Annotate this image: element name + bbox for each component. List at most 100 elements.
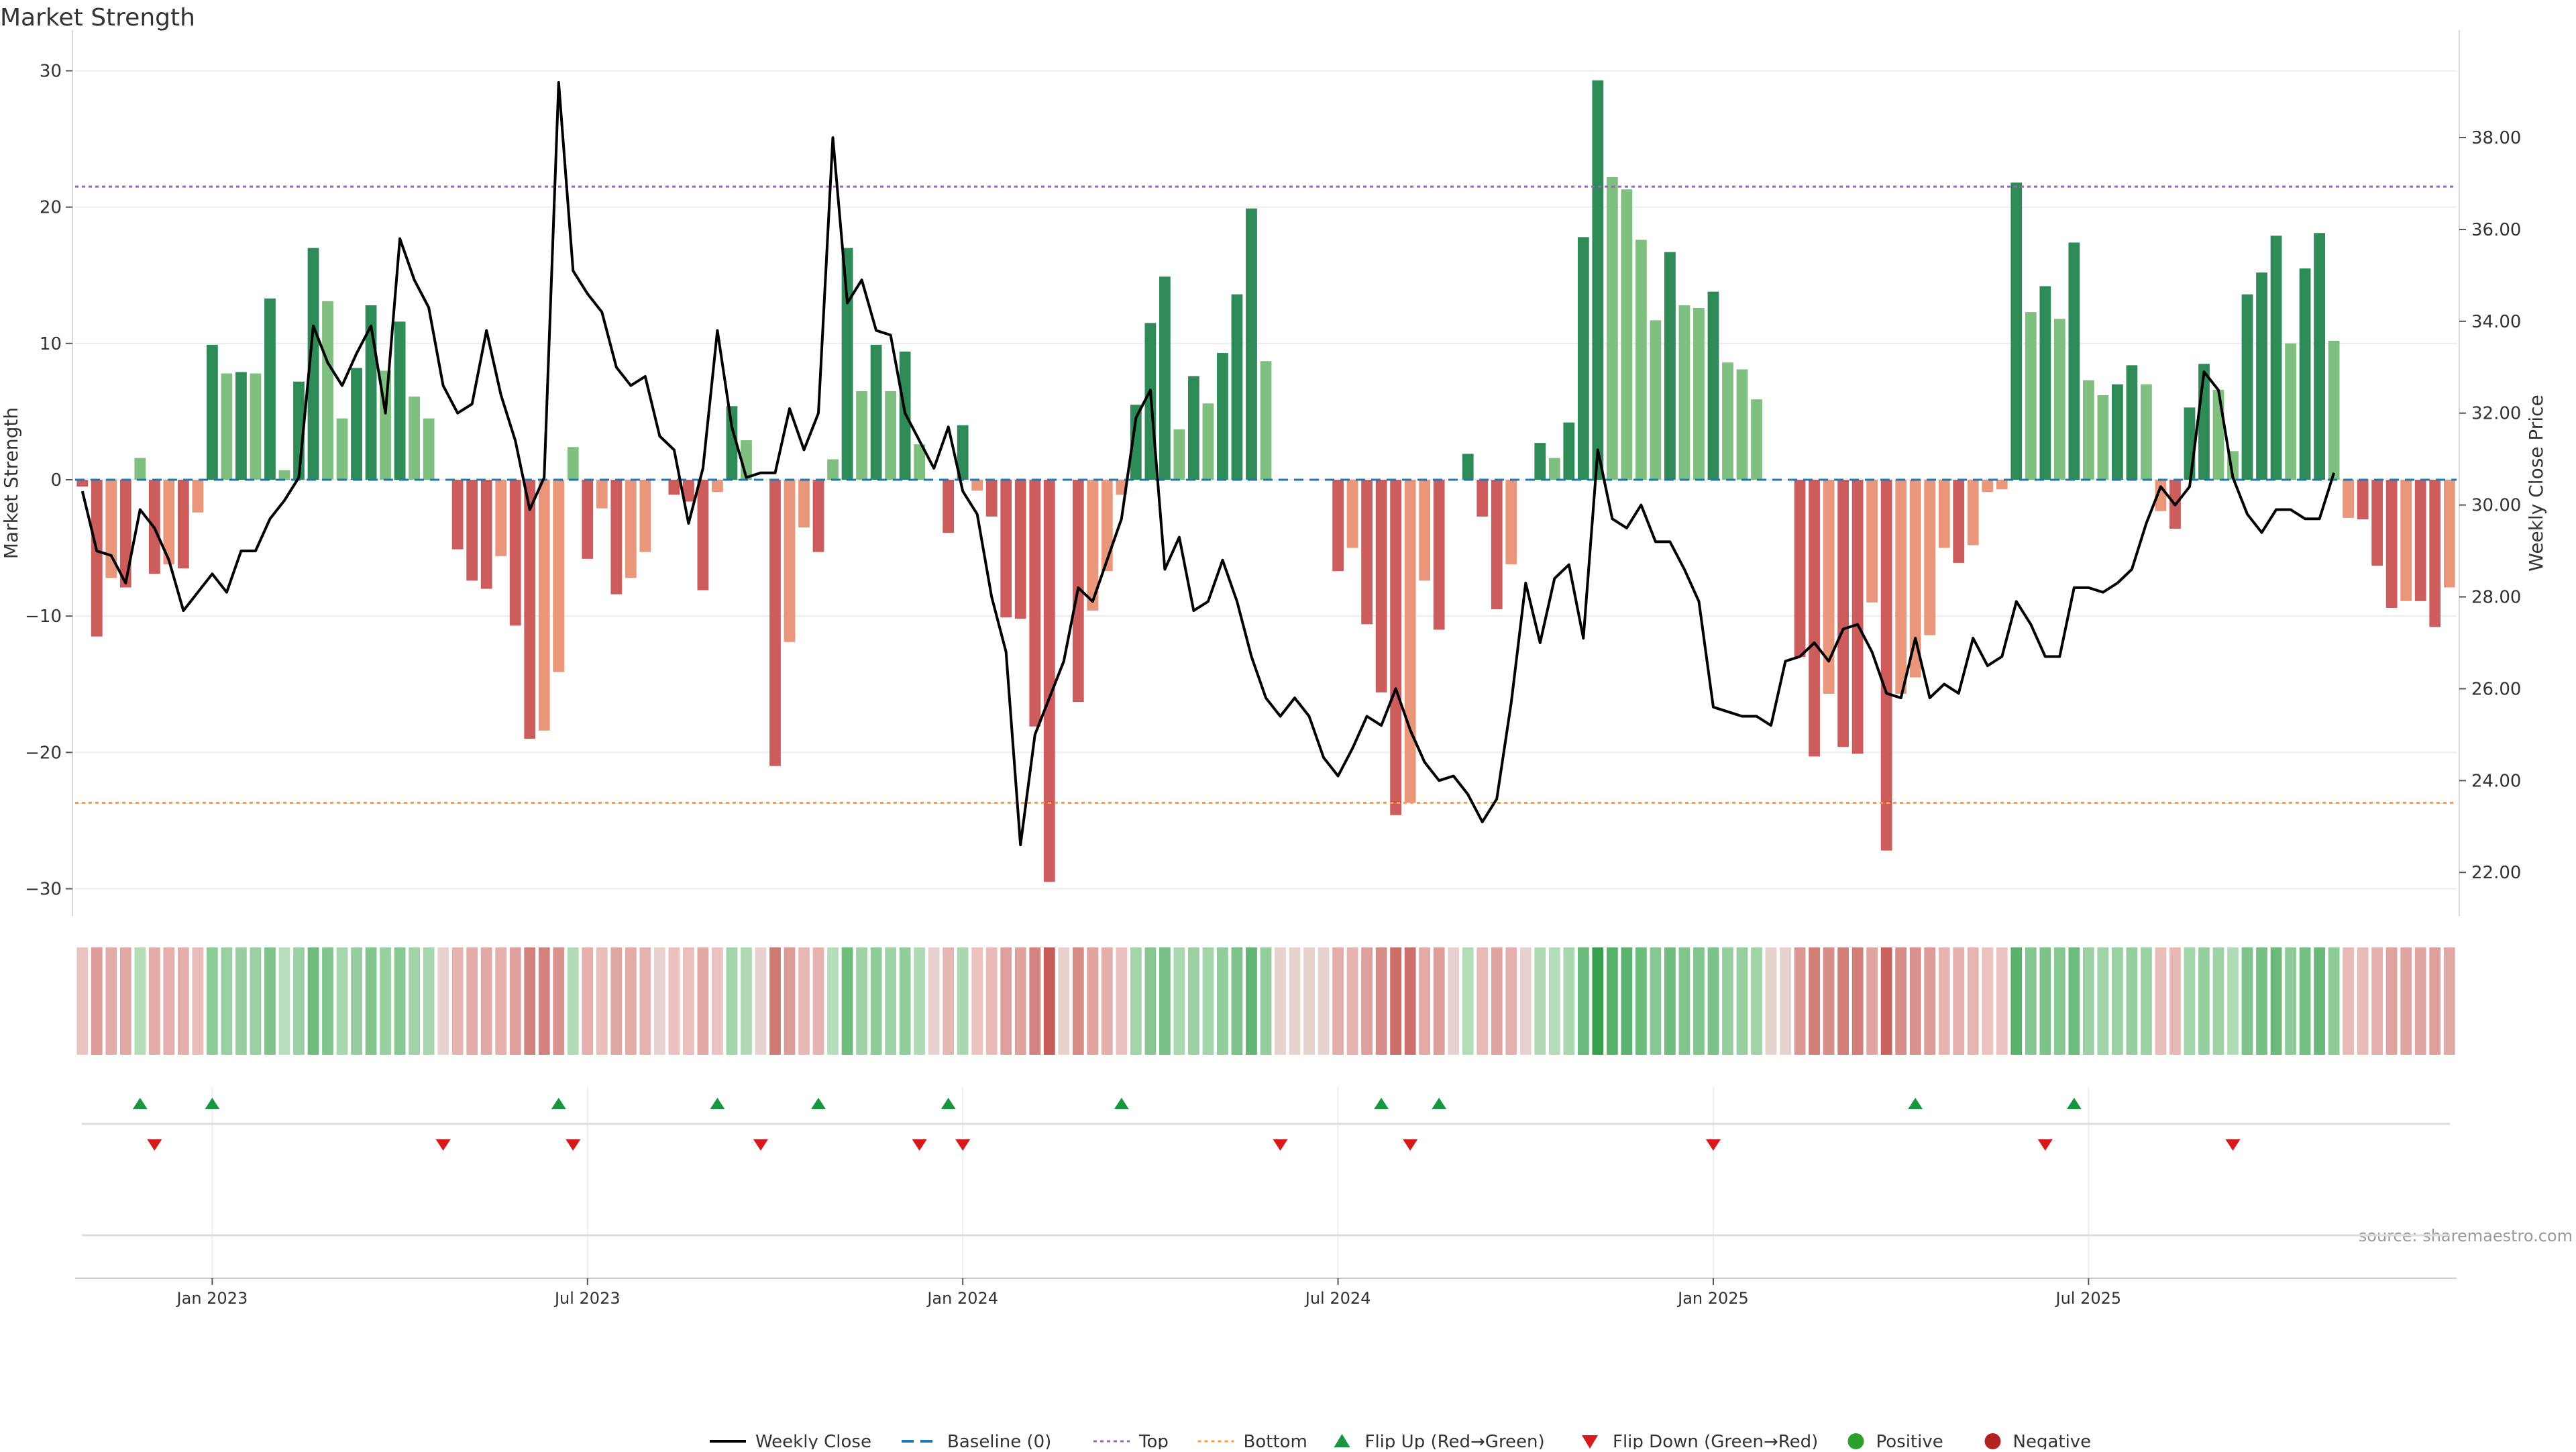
heat-cell bbox=[1029, 947, 1041, 1055]
heat-cell bbox=[2112, 947, 2123, 1055]
heat-cell bbox=[1982, 947, 1994, 1055]
heat-cell bbox=[1332, 947, 1344, 1055]
flip-down-marker bbox=[1705, 1139, 1721, 1151]
strength-bar bbox=[1837, 480, 1849, 747]
strength-bar bbox=[1246, 208, 1257, 480]
heat-cell bbox=[451, 947, 464, 1055]
legend-label: Flip Down (Green→Red) bbox=[1613, 1432, 1818, 1449]
heat-cell bbox=[1967, 947, 1979, 1055]
heat-cell bbox=[119, 947, 131, 1055]
heat-cell bbox=[596, 947, 608, 1055]
flip-up-marker bbox=[1432, 1098, 1447, 1109]
flip-up-marker bbox=[710, 1098, 725, 1109]
strength-bar bbox=[668, 480, 680, 495]
flip-down-marker bbox=[566, 1139, 581, 1151]
heat-cell bbox=[2184, 947, 2196, 1055]
strength-bar bbox=[1563, 422, 1575, 480]
heat-cell bbox=[971, 947, 983, 1055]
heat-cell bbox=[712, 947, 723, 1055]
left-tick-label: 0 bbox=[50, 470, 62, 490]
strength-bar bbox=[971, 480, 983, 491]
heat-cell bbox=[957, 947, 969, 1055]
right-tick-label: 22.00 bbox=[2471, 863, 2521, 883]
strength-bar bbox=[812, 480, 824, 552]
heat-cell bbox=[856, 947, 867, 1055]
strength-bar bbox=[625, 480, 637, 578]
heat-cell bbox=[221, 947, 233, 1055]
heat-cell bbox=[524, 947, 536, 1055]
heat-cell bbox=[1462, 947, 1474, 1055]
heat-cell bbox=[639, 947, 651, 1055]
x-tick-label: Jul 2024 bbox=[1304, 1289, 1371, 1308]
heat-cell bbox=[2155, 947, 2167, 1055]
strength-bar bbox=[2385, 480, 2398, 608]
heat-cell bbox=[1736, 947, 1748, 1055]
heat-cell bbox=[105, 947, 117, 1055]
heat-cell bbox=[1895, 947, 1907, 1055]
heat-cell bbox=[985, 947, 998, 1055]
strength-bar bbox=[2082, 380, 2094, 480]
strength-bar bbox=[2126, 365, 2138, 480]
heat-cell bbox=[437, 947, 449, 1055]
strength-bar bbox=[726, 406, 738, 480]
heat-cell bbox=[322, 947, 333, 1055]
strength-bar bbox=[827, 459, 839, 480]
x-tick-label: Jan 2024 bbox=[926, 1289, 998, 1308]
strength-bar bbox=[2184, 407, 2196, 480]
heat-cell bbox=[1173, 947, 1185, 1055]
heat-cell bbox=[134, 947, 146, 1055]
heat-cell bbox=[841, 947, 853, 1055]
strength-bar bbox=[1159, 276, 1171, 480]
heat-cell bbox=[423, 947, 435, 1055]
heat-cell bbox=[1996, 947, 2008, 1055]
heat-cell bbox=[1087, 947, 1099, 1055]
legend-label: Baseline (0) bbox=[947, 1432, 1051, 1449]
right-tick-label: 30.00 bbox=[2471, 496, 2521, 516]
strength-bar bbox=[1635, 240, 1647, 480]
heat-cell bbox=[1534, 947, 1546, 1055]
strength-bar bbox=[610, 480, 623, 594]
legend-swatch-flip-down bbox=[1582, 1435, 1598, 1449]
strength-bar bbox=[495, 480, 507, 556]
strength-bar bbox=[423, 418, 435, 480]
heat-cell bbox=[1419, 947, 1431, 1055]
legend-swatch-positive bbox=[1847, 1433, 1864, 1449]
heat-cell bbox=[1130, 947, 1142, 1055]
strength-bar bbox=[2285, 343, 2296, 480]
strength-bar bbox=[1953, 480, 1965, 563]
strength-bar bbox=[1736, 369, 1748, 480]
flip-down-marker bbox=[1403, 1139, 1418, 1151]
strength-bar bbox=[278, 470, 290, 480]
heat-cell bbox=[264, 947, 276, 1055]
strength-bar bbox=[480, 480, 492, 589]
heat-cell bbox=[466, 947, 478, 1055]
right-tick-label: 28.00 bbox=[2471, 588, 2521, 608]
heat-cell bbox=[567, 947, 579, 1055]
heat-cell bbox=[538, 947, 550, 1055]
heat-cell bbox=[1246, 947, 1257, 1055]
heat-cell bbox=[1101, 947, 1113, 1055]
heat-cell bbox=[1809, 947, 1820, 1055]
strength-bar bbox=[2357, 480, 2369, 519]
heat-cell bbox=[2227, 947, 2239, 1055]
strength-bar bbox=[1433, 480, 1445, 630]
heat-cell bbox=[1144, 947, 1157, 1055]
strength-bar bbox=[1419, 480, 1431, 581]
weekly-close-line bbox=[80, 81, 2336, 847]
heat-cell bbox=[2443, 947, 2455, 1055]
strength-bar bbox=[2429, 480, 2441, 627]
heat-cell bbox=[250, 947, 262, 1055]
heat-cell bbox=[1116, 947, 1128, 1055]
strength-bar bbox=[336, 418, 348, 480]
flip-up-marker bbox=[811, 1098, 826, 1109]
heat-cell bbox=[1866, 947, 1878, 1055]
heat-cell bbox=[1938, 947, 1950, 1055]
left-tick-label: 10 bbox=[40, 334, 62, 354]
strength-bar bbox=[1909, 480, 1921, 678]
heat-cell bbox=[1924, 947, 1936, 1055]
strength-bar bbox=[2443, 480, 2455, 588]
heat-cell bbox=[2053, 947, 2065, 1055]
strength-bar bbox=[1000, 480, 1012, 618]
heat-cell bbox=[1433, 947, 1445, 1055]
heat-cell bbox=[914, 947, 926, 1055]
